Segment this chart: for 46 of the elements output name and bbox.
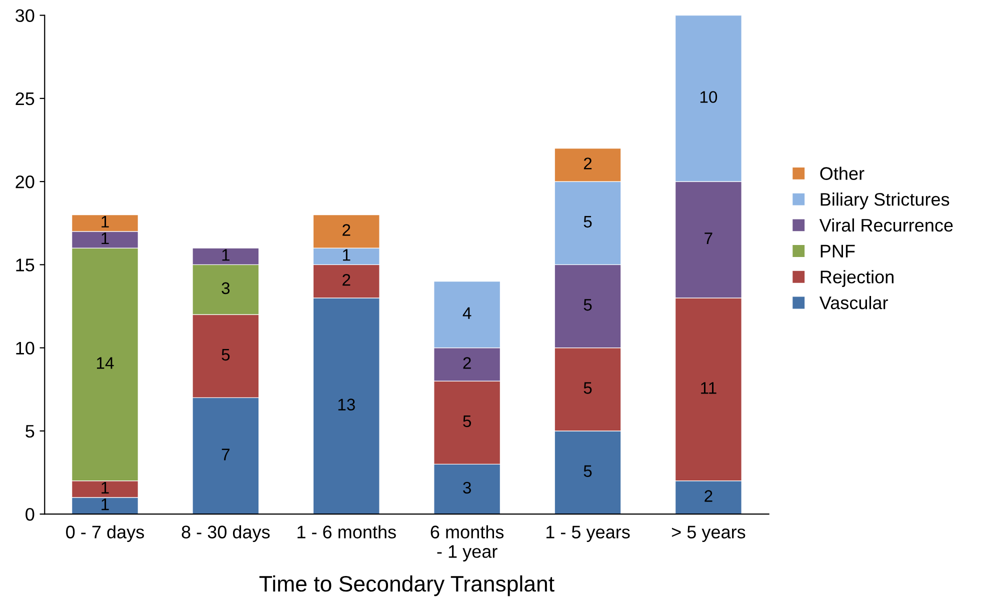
y-tick-label: 0: [26, 508, 34, 521]
x-tick-label: 1 - 5 years: [546, 526, 630, 542]
data-label: 2: [342, 274, 350, 286]
legend-label: Rejection: [820, 270, 894, 287]
x-tick-label: 0 - 7 days: [66, 525, 144, 542]
x-axis-title: Time to Secondary Transplant: [259, 575, 554, 596]
data-label: 2: [342, 224, 350, 236]
legend-label: PNF: [820, 244, 855, 258]
data-label: 10: [700, 91, 718, 103]
data-label: 7: [704, 232, 712, 244]
data-label: 2: [463, 357, 471, 369]
data-label: 3: [463, 482, 471, 494]
data-label: 7: [222, 448, 230, 460]
data-label: 3: [222, 282, 230, 294]
data-label: 1: [343, 249, 350, 261]
data-label: 5: [463, 415, 472, 428]
data-label: 5: [584, 465, 592, 477]
y-tick-label: 25: [16, 92, 34, 106]
x-tick-label: 8 - 30 days: [182, 525, 270, 542]
x-tick-label: > 5 years: [672, 526, 746, 542]
y-tick-label: 20: [16, 175, 34, 188]
data-label: 2: [584, 158, 592, 170]
x-tick-label: 6 months - 1 year: [430, 525, 504, 562]
data-label: 1: [102, 232, 109, 244]
data-label: 5: [222, 348, 230, 361]
data-label: 5: [584, 382, 592, 394]
y-tick-label: 30: [16, 9, 34, 22]
data-label: 11: [701, 382, 716, 394]
y-tick-label: 15: [16, 258, 34, 272]
data-label: 13: [338, 398, 355, 410]
legend-label: Biliary Strictures: [820, 192, 950, 210]
legend-label: Vascular: [819, 296, 888, 310]
data-label: 14: [96, 357, 114, 369]
x-tick-label: 1 - 6 months: [298, 525, 396, 538]
data-label: 1: [222, 249, 230, 261]
y-tick-label: 5: [26, 425, 34, 438]
data-label: 4: [462, 307, 472, 319]
legend-label: Viral Recurrence: [819, 218, 953, 232]
legend-label: Other: [820, 166, 864, 180]
data-label: 5: [584, 216, 592, 228]
data-label: 2: [704, 490, 712, 502]
data-label: 5: [584, 299, 592, 311]
y-tick-label: 10: [16, 342, 34, 355]
data-label: 1: [102, 498, 109, 510]
data-label: 1: [102, 216, 109, 228]
data-label: 1: [102, 482, 109, 494]
